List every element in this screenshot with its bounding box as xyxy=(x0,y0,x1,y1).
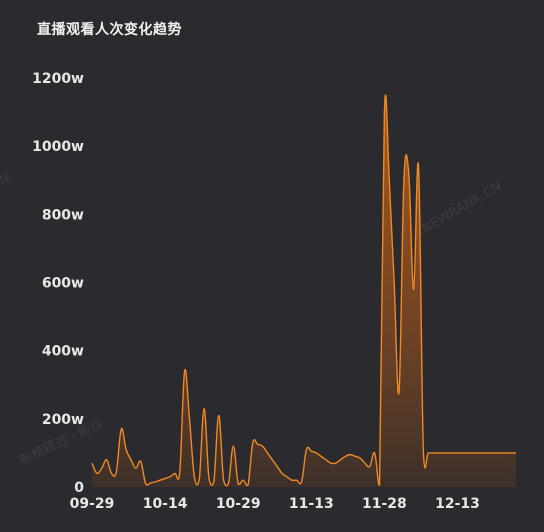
series-area xyxy=(92,95,516,487)
x-tick-label: 10-14 xyxy=(143,496,188,512)
chart-title: 直播观看人次变化趋势 xyxy=(37,22,182,38)
x-tick-label: 12-13 xyxy=(435,496,480,512)
x-tick-label: 10-29 xyxy=(216,496,261,512)
x-tick-label: 11-13 xyxy=(289,496,334,512)
x-axis: 09-29 10-14 10-29 11-13 11-28 12-13 xyxy=(70,496,480,512)
y-tick-label: 1200w xyxy=(32,71,84,87)
x-tick-label: 09-29 xyxy=(70,496,115,512)
y-tick-label: 0 xyxy=(74,480,84,496)
x-tick-label: 11-28 xyxy=(362,496,407,512)
y-tick-label: 600w xyxy=(42,276,84,292)
plot-area xyxy=(91,94,516,487)
y-tick-label: 200w xyxy=(42,412,84,428)
y-tick-label: 1000w xyxy=(32,139,84,155)
y-axis: 0 200w 400w 600w 800w 1000w 1200w xyxy=(32,71,84,496)
y-tick-label: 400w xyxy=(42,344,84,360)
watermark-edge: N xyxy=(0,171,12,189)
series-line xyxy=(91,94,516,487)
y-tick-label: 800w xyxy=(42,207,84,223)
